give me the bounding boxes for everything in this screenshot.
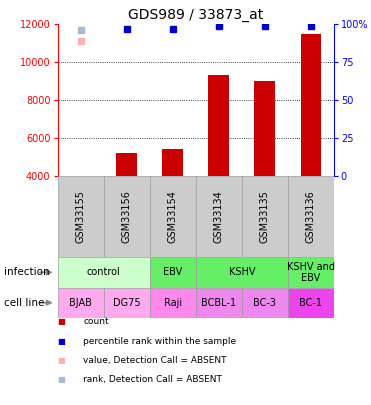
Text: rank, Detection Call = ABSENT: rank, Detection Call = ABSENT — [83, 375, 222, 384]
Text: infection: infection — [4, 267, 49, 277]
Text: Raji: Raji — [164, 298, 182, 308]
Text: GSM33155: GSM33155 — [76, 190, 86, 243]
Text: ■: ■ — [58, 356, 65, 364]
Text: GSM33154: GSM33154 — [168, 190, 178, 243]
Bar — [209, 75, 229, 176]
Bar — [58, 288, 104, 318]
Text: KSHV: KSHV — [229, 267, 255, 277]
Text: BCBL-1: BCBL-1 — [201, 298, 236, 308]
Bar — [162, 149, 183, 176]
Bar — [288, 257, 334, 288]
Text: count: count — [83, 318, 109, 326]
Text: BC-1: BC-1 — [299, 298, 322, 308]
Bar — [196, 288, 242, 318]
Bar — [288, 288, 334, 318]
Bar — [150, 288, 196, 318]
Text: GSM33136: GSM33136 — [306, 190, 316, 243]
Text: percentile rank within the sample: percentile rank within the sample — [83, 337, 237, 345]
Text: control: control — [87, 267, 121, 277]
Text: ■: ■ — [58, 375, 65, 384]
Text: KSHV and
EBV: KSHV and EBV — [287, 262, 335, 283]
Bar — [242, 288, 288, 318]
Text: GSM33134: GSM33134 — [214, 190, 224, 243]
Text: GSM33135: GSM33135 — [260, 190, 270, 243]
Text: GSM33156: GSM33156 — [122, 190, 132, 243]
Text: EBV: EBV — [163, 267, 182, 277]
Bar — [301, 34, 321, 176]
Text: ■: ■ — [58, 318, 65, 326]
Title: GDS989 / 33873_at: GDS989 / 33873_at — [128, 8, 263, 22]
Text: value, Detection Call = ABSENT: value, Detection Call = ABSENT — [83, 356, 227, 364]
Bar — [58, 257, 150, 288]
Text: BC-3: BC-3 — [253, 298, 276, 308]
Text: BJAB: BJAB — [69, 298, 92, 308]
Text: ■: ■ — [58, 337, 65, 345]
Bar — [104, 288, 150, 318]
Bar — [255, 81, 275, 176]
Text: cell line: cell line — [4, 298, 44, 308]
Bar — [116, 153, 137, 176]
Bar — [150, 257, 196, 288]
Text: DG75: DG75 — [113, 298, 140, 308]
Bar — [196, 257, 288, 288]
